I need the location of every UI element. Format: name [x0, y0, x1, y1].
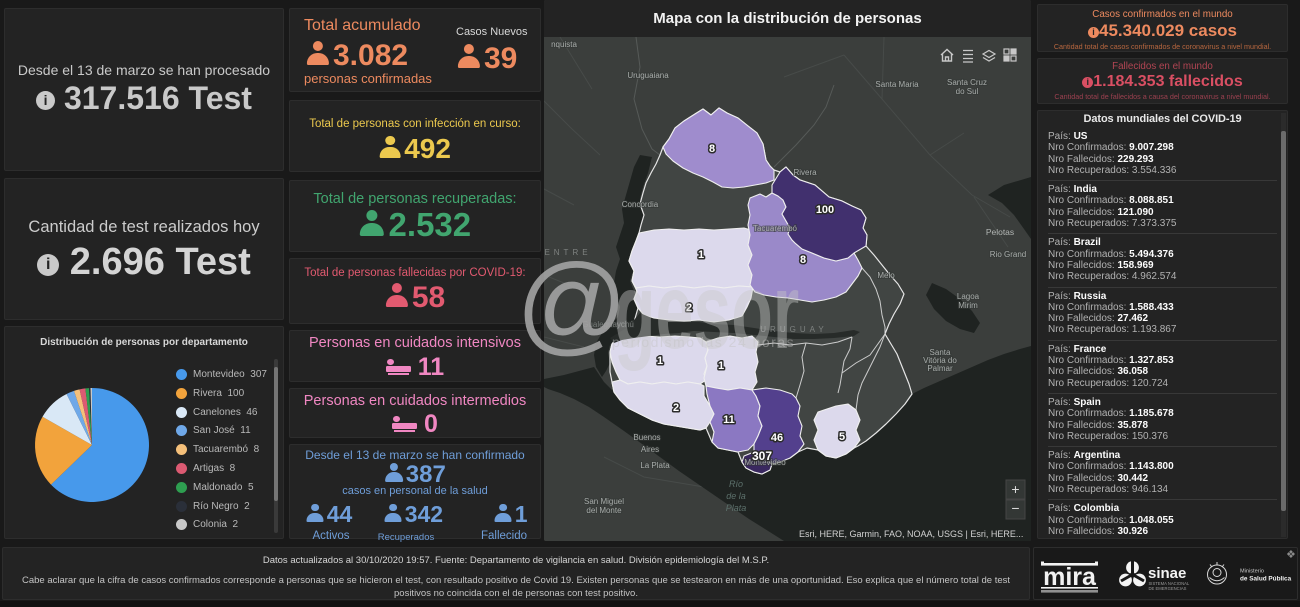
svg-text:Lagoa: Lagoa — [957, 292, 980, 301]
svg-text:Melo: Melo — [877, 271, 895, 280]
svg-text:8: 8 — [800, 254, 806, 266]
svg-text:La Plata: La Plata — [640, 461, 670, 470]
svg-text:Mirim: Mirim — [958, 301, 978, 310]
svg-text:1: 1 — [718, 360, 724, 372]
svg-text:Ministerio: Ministerio — [1240, 569, 1264, 575]
svg-text:Plata: Plata — [726, 503, 747, 513]
svg-text:URUGUAY: URUGUAY — [760, 325, 827, 334]
svg-text:Uruguaiana: Uruguaiana — [627, 71, 669, 80]
svg-text:Buenos: Buenos — [633, 433, 660, 442]
svg-text:Palmar: Palmar — [927, 364, 953, 373]
svg-text:11: 11 — [723, 414, 735, 426]
svg-text:Gualeguaychú: Gualeguaychú — [582, 320, 634, 329]
svg-text:del Monte: del Monte — [586, 506, 622, 515]
svg-text:de la: de la — [726, 491, 746, 501]
svg-text:1: 1 — [657, 355, 663, 367]
svg-text:Santa Maria: Santa Maria — [875, 80, 919, 89]
svg-text:Pelotas: Pelotas — [986, 227, 1014, 237]
svg-text:nquista: nquista — [551, 40, 577, 49]
svg-text:100: 100 — [816, 204, 834, 216]
svg-text:2: 2 — [686, 302, 692, 314]
svg-text:Santa: Santa — [930, 348, 951, 357]
svg-text:Río: Río — [729, 479, 743, 489]
svg-text:307: 307 — [752, 449, 772, 463]
svg-text:+: + — [1011, 481, 1019, 497]
svg-text:5: 5 — [839, 431, 845, 443]
svg-text:8: 8 — [709, 143, 715, 155]
svg-text:sinae: sinae — [1148, 565, 1186, 582]
svg-text:Vitória do: Vitória do — [923, 356, 957, 365]
svg-text:Montevideo: Montevideo — [744, 458, 786, 467]
svg-text:Esri, HERE, Garmin, FAO, NOAA,: Esri, HERE, Garmin, FAO, NOAA, USGS | Es… — [799, 529, 1023, 539]
svg-text:2: 2 — [673, 402, 679, 414]
svg-text:do Sul: do Sul — [956, 87, 979, 96]
svg-text:Rio Grand: Rio Grand — [990, 250, 1026, 259]
svg-text:mira: mira — [1043, 563, 1097, 591]
svg-text:ENTRE: ENTRE — [544, 248, 591, 257]
svg-text:SISTEMA NACIONAL: SISTEMA NACIONAL — [1149, 581, 1190, 586]
svg-text:San Miguel: San Miguel — [584, 497, 624, 506]
svg-text:Rivera: Rivera — [793, 168, 817, 177]
svg-text:1: 1 — [698, 249, 704, 261]
svg-text:Tacuarembó: Tacuarembó — [753, 224, 798, 233]
svg-text:de Salud Pública: de Salud Pública — [1240, 576, 1292, 583]
svg-text:Santa Cruz: Santa Cruz — [947, 78, 987, 87]
svg-text:46: 46 — [771, 432, 783, 444]
svg-text:Concordia: Concordia — [622, 200, 659, 209]
svg-text:−: − — [1011, 500, 1019, 516]
svg-text:DE EMERGENCIAS: DE EMERGENCIAS — [1149, 586, 1187, 591]
svg-text:Aires: Aires — [641, 445, 659, 454]
